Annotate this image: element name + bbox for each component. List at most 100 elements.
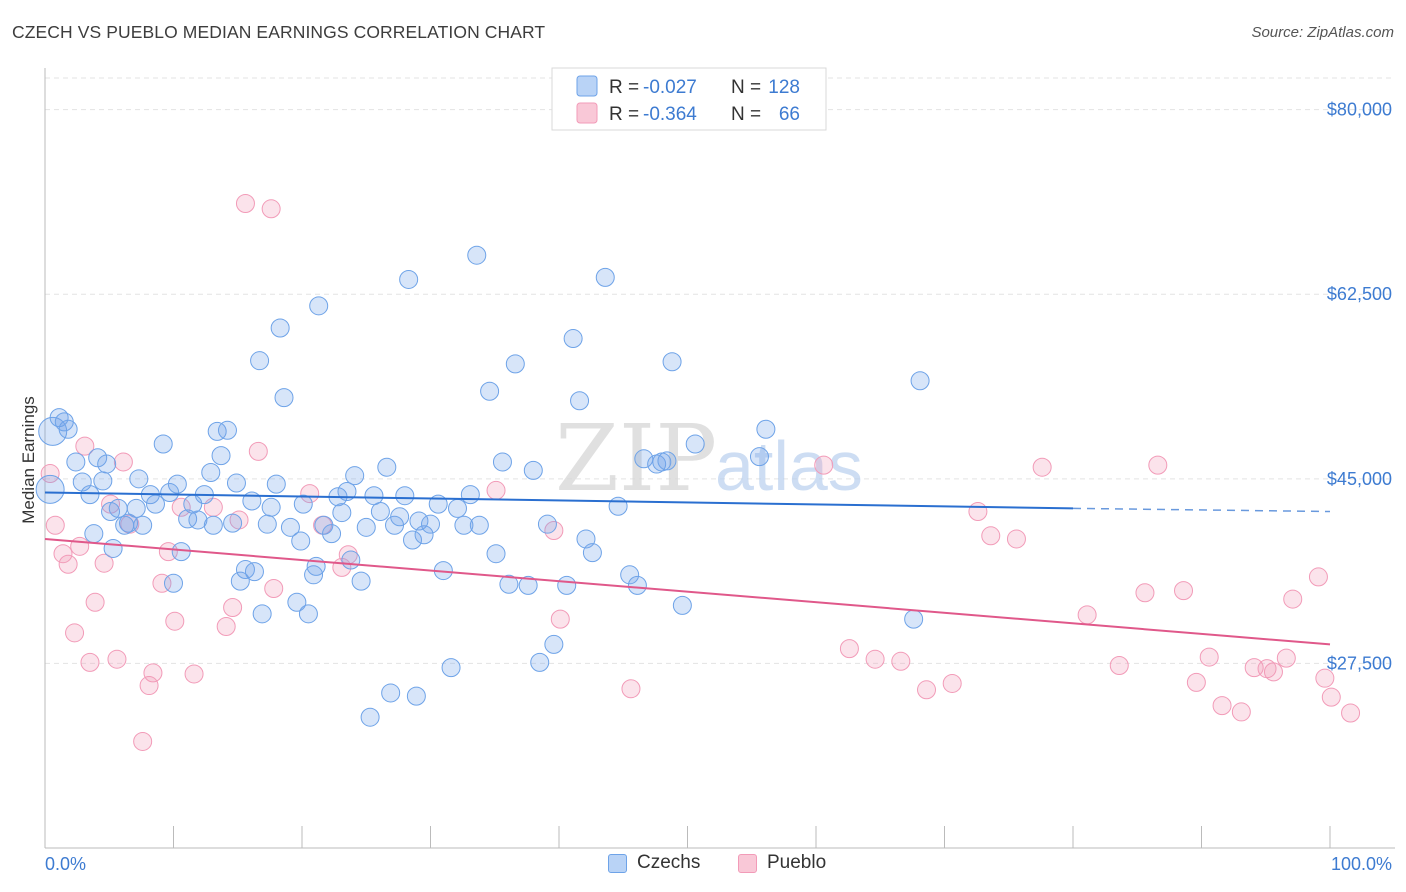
pueblo-point [814,455,834,475]
czechs-point [447,498,467,518]
pueblo-point [1148,455,1168,475]
czechs-point [492,452,512,472]
pueblo-point [486,480,506,500]
pueblo-point [85,592,105,612]
czechs-point [399,269,419,289]
legend-pueblo-swatch [576,102,598,124]
pueblo-points [40,194,1361,751]
czechs-point [101,502,121,522]
czechs-point [133,515,153,535]
czechs-point [298,604,318,624]
czechs-point [467,245,487,265]
bottom-legend-czechs-label: Czechs [637,852,701,873]
pueblo-point [1321,687,1341,707]
czechs-point [544,634,564,654]
pueblo-point [94,553,114,573]
czechs-point [201,462,221,482]
czechs-point [167,474,187,494]
czechs-point [627,575,647,595]
czechs-point [505,354,525,374]
bottom-legend-pueblo-label: Pueblo [767,852,827,873]
pueblo-point [1263,662,1283,682]
x-tick-label-end: 100.0% [1331,854,1392,874]
czechs-point [351,571,371,591]
czechs-point [685,434,705,454]
pueblo-point [152,573,172,593]
czechs-point [35,474,65,504]
pueblo-point [839,639,859,659]
czechs-point [38,416,68,446]
czechs-point [223,513,243,533]
czechs-swatch [608,853,627,873]
pueblo-point [165,611,185,631]
axes [44,68,1395,849]
legend-pueblo-r-label: R = [609,104,639,125]
czechs-point [662,352,682,372]
czechs-point [129,469,149,489]
czechs-point [270,318,290,338]
pueblo-point [261,199,281,219]
pueblo-point [45,515,65,535]
x-tick-labels: 0.0% 100.0% [45,854,1392,874]
trend-lines [44,491,1331,646]
czechs-point [523,460,543,480]
czechs-point [332,503,352,523]
pueblo-point [968,502,988,522]
czechs-point [460,485,480,505]
czechs-point [266,474,286,494]
legend-czechs-r-label: R = [609,77,639,98]
czechs-point [164,573,183,593]
x-tick-label-start: 0.0% [45,854,86,874]
y-axis-label: Median Earnings [19,396,38,524]
pueblo-point [133,731,153,751]
czechs-point [291,531,311,551]
legend-czechs-r-value: -0.027 [643,77,697,98]
czechs-point [395,486,415,506]
czechs-point [364,486,384,506]
pueblo-point [223,598,243,618]
czechs-point [634,449,654,469]
czechs-point [530,652,550,672]
czechs-point [381,683,401,703]
czechs-point [250,351,270,371]
czechs-point [309,296,329,316]
czechs-point [153,434,173,454]
czechs-point [217,420,237,440]
czechs-point [377,457,397,477]
czechs-point [119,513,139,533]
czechs-point [499,574,519,594]
chart-title: CZECH VS PUEBLO MEDIAN EARNINGS CORRELAT… [12,22,546,42]
czechs-trend-line [44,491,1074,510]
czechs-point [657,451,677,471]
czechs-point [582,543,602,563]
czechs-point [904,609,924,629]
czechs-point [570,391,590,411]
y-tick-label: $80,000 [1327,100,1392,120]
czechs-point [345,466,365,486]
czechs-point [252,604,272,624]
czechs-point [293,494,313,514]
pueblo-point [1276,648,1296,668]
pueblo-point [1341,703,1361,723]
czechs-point [756,419,776,439]
pueblo-point [1135,583,1155,603]
czechs-point [280,517,300,537]
pueblo-point [1315,668,1335,688]
czechs-point [370,502,390,522]
pueblo-point [621,679,641,699]
pueblo-point [53,544,73,564]
legend-pueblo-r-value: -0.364 [643,104,697,125]
czechs-point [203,515,223,535]
czechs-point [84,524,104,544]
czechs-point [80,485,100,505]
source-label: Source: ZipAtlas.com [1251,24,1394,41]
czechs-point [537,514,557,534]
czechs-point [749,447,769,467]
y-tick-label: $45,000 [1327,469,1392,489]
czechs-point [188,510,208,530]
pueblo-point [1308,567,1328,587]
czechs-point [230,571,250,591]
czechs-point [910,371,930,391]
pueblo-point [40,464,60,484]
pueblo-point [550,609,570,629]
